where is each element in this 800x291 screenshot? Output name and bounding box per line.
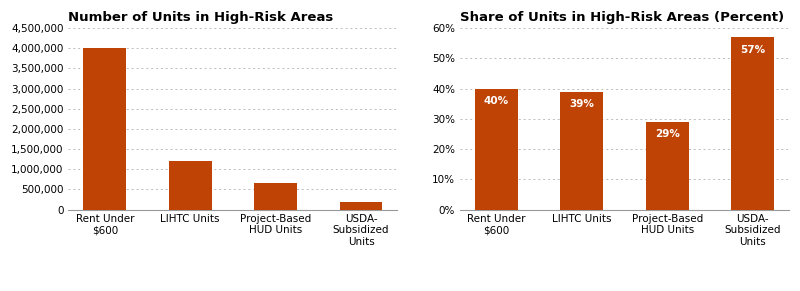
Text: 29%: 29% xyxy=(654,129,679,139)
Text: Share of Units in High-Risk Areas (Percent): Share of Units in High-Risk Areas (Perce… xyxy=(460,11,784,24)
Bar xyxy=(731,37,774,210)
Bar xyxy=(646,122,689,210)
Text: 39%: 39% xyxy=(570,99,594,109)
Bar xyxy=(340,203,382,210)
Bar xyxy=(83,48,126,210)
Text: 57%: 57% xyxy=(740,45,765,55)
Bar xyxy=(169,161,211,210)
Text: 40%: 40% xyxy=(484,96,509,106)
Text: Number of Units in High-Risk Areas: Number of Units in High-Risk Areas xyxy=(69,11,334,24)
Bar xyxy=(560,92,603,210)
Bar xyxy=(475,88,518,210)
Bar xyxy=(254,183,297,210)
